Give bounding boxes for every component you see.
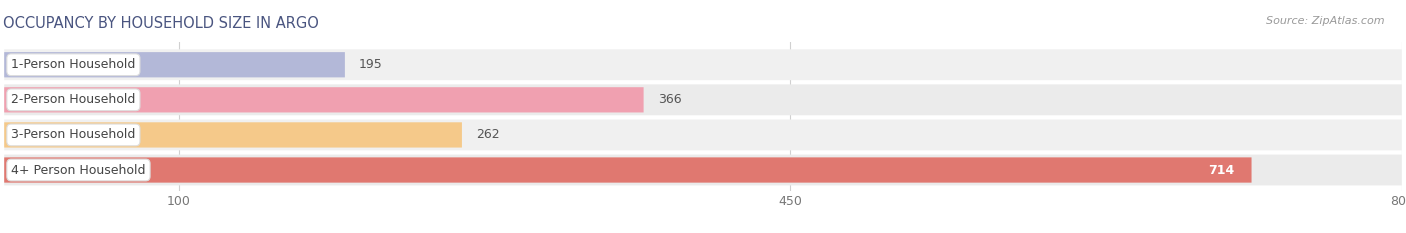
FancyBboxPatch shape xyxy=(4,122,463,147)
Text: 2-Person Household: 2-Person Household xyxy=(11,93,135,106)
Text: 1-Person Household: 1-Person Household xyxy=(11,58,135,71)
FancyBboxPatch shape xyxy=(4,120,1402,150)
FancyBboxPatch shape xyxy=(4,87,644,113)
Text: 262: 262 xyxy=(475,128,499,141)
Text: 195: 195 xyxy=(359,58,382,71)
Text: OCCUPANCY BY HOUSEHOLD SIZE IN ARGO: OCCUPANCY BY HOUSEHOLD SIZE IN ARGO xyxy=(3,16,319,31)
FancyBboxPatch shape xyxy=(4,157,1251,183)
Text: 366: 366 xyxy=(658,93,681,106)
FancyBboxPatch shape xyxy=(4,52,344,77)
Text: 4+ Person Household: 4+ Person Household xyxy=(11,164,146,177)
Text: 714: 714 xyxy=(1208,164,1234,177)
Text: 3-Person Household: 3-Person Household xyxy=(11,128,135,141)
FancyBboxPatch shape xyxy=(4,154,1402,185)
FancyBboxPatch shape xyxy=(4,84,1402,115)
FancyBboxPatch shape xyxy=(4,49,1402,80)
Text: Source: ZipAtlas.com: Source: ZipAtlas.com xyxy=(1267,16,1385,26)
